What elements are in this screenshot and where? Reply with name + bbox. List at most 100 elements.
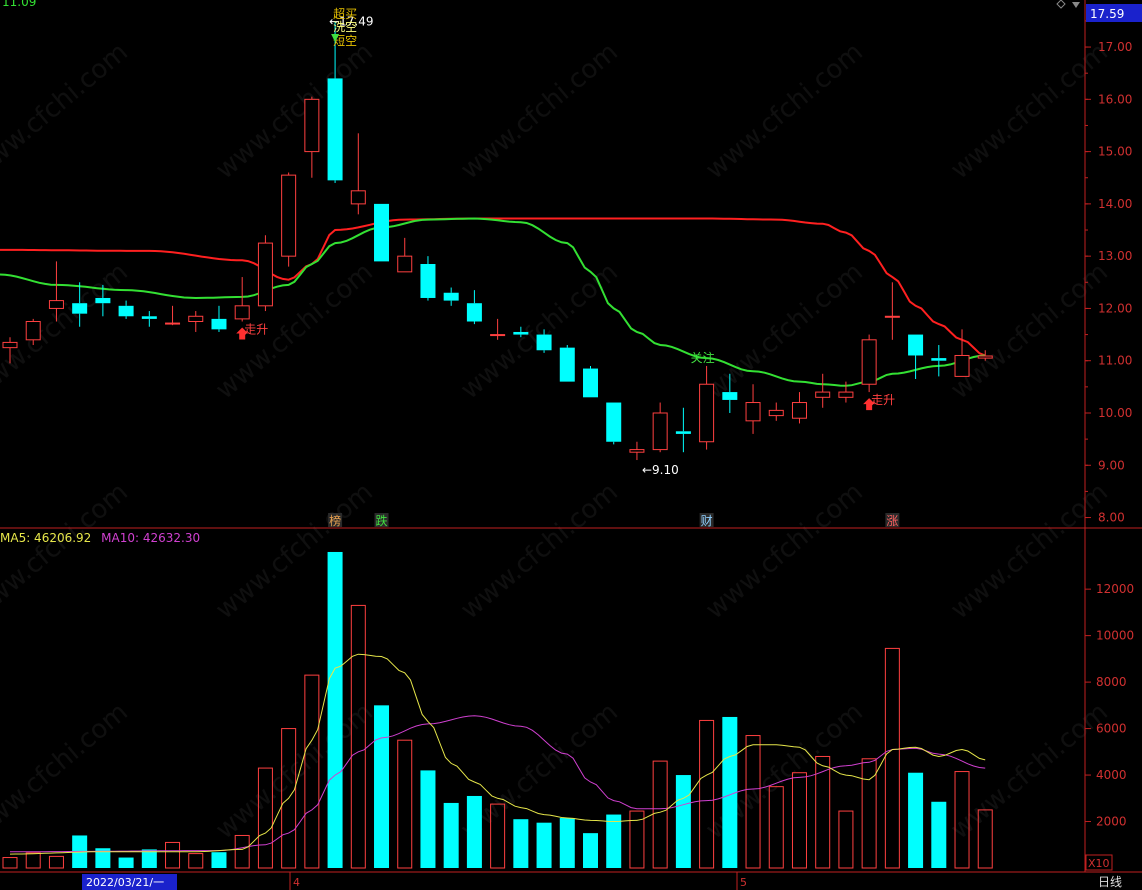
event-markers: 榜跌财涨 <box>328 513 900 528</box>
down-arrow-icon <box>331 34 340 42</box>
volume-tick-label: 12000 <box>1096 582 1134 596</box>
candle-body <box>165 322 181 325</box>
volume-ma5-label: MA5: 46206.92 <box>0 531 91 545</box>
diamond-icon[interactable] <box>1056 0 1066 9</box>
high-price-label: ←17.49 <box>329 14 373 28</box>
watermark-text: www.cfchi.com <box>700 37 869 185</box>
candle <box>838 381 854 403</box>
price-tick-label: 14.00 <box>1098 197 1132 211</box>
volume-tick-label: 2000 <box>1096 815 1127 829</box>
candle-body <box>304 98 320 153</box>
candle-body <box>559 347 575 382</box>
event-marker-box <box>699 513 714 527</box>
price-tick-label: 13.00 <box>1098 249 1132 263</box>
volume-bar <box>559 818 575 868</box>
candle-body <box>25 321 41 341</box>
candle-body <box>629 449 645 453</box>
volume-bar <box>536 822 552 868</box>
ma-red-line <box>0 217 986 357</box>
event-marker-label[interactable]: 榜 <box>329 513 341 528</box>
candle-body <box>95 297 111 304</box>
watermark-text: www.cfchi.com <box>0 37 134 185</box>
watermark-text: www.cfchi.com <box>700 257 869 405</box>
volume-bar <box>25 852 41 869</box>
event-marker-label[interactable]: 跌 <box>376 513 388 528</box>
volume-tick-label: 10000 <box>1096 629 1134 643</box>
period-label[interactable]: 日线 <box>1098 875 1122 889</box>
candle-body <box>2 341 18 349</box>
candle-body <box>327 78 343 181</box>
volume-bar <box>513 819 529 868</box>
volume-bar <box>466 795 482 868</box>
candle-body <box>699 383 715 443</box>
candle <box>652 402 668 453</box>
volume-bar <box>95 848 111 868</box>
candle <box>211 305 227 332</box>
date-label: 2022/03/21/一 <box>86 876 164 889</box>
watermark-text: www.cfchi.com <box>0 477 134 625</box>
signal-tag: 洗空 <box>333 20 357 34</box>
watermark-text: www.cfchi.com <box>210 257 379 405</box>
volume-legend: MA5: 46206.92 MA10: 42632.30 <box>0 531 200 545</box>
volume-bar <box>443 802 459 868</box>
price-tick-label: 12.00 <box>1098 301 1132 315</box>
candle-body <box>257 242 273 307</box>
triangle-down-icon[interactable] <box>1072 2 1080 8</box>
candle-body <box>838 391 854 398</box>
candle <box>954 329 970 377</box>
watermark-text: www.cfchi.com <box>210 697 379 845</box>
ma-green-line <box>0 217 986 387</box>
candle <box>327 21 343 183</box>
candle-body <box>72 303 88 314</box>
volume-bar <box>815 755 831 869</box>
watermark-text: www.cfchi.com <box>455 257 624 405</box>
volume-tick-label: 6000 <box>1096 722 1127 736</box>
price-tick-label: 15.00 <box>1098 145 1132 159</box>
volume-bar <box>188 853 204 869</box>
event-marker-box <box>374 513 389 527</box>
volume-bar <box>141 849 157 868</box>
candle <box>629 441 645 461</box>
volume-bar <box>48 855 64 869</box>
watermark-text: www.cfchi.com <box>0 697 134 845</box>
volume-tick-label: 8000 <box>1096 675 1127 689</box>
candle-body <box>490 334 506 337</box>
candle <box>466 290 482 325</box>
volume-bar <box>931 801 947 868</box>
volume-bar <box>699 719 715 869</box>
candle <box>675 407 691 453</box>
candle <box>281 172 297 267</box>
volume-bar <box>420 770 436 868</box>
candle <box>141 311 157 327</box>
watermark-text: www.cfchi.com <box>210 477 379 625</box>
volume-bar <box>745 735 761 869</box>
candle-body <box>861 339 877 385</box>
price-axis: 17.00 16.00 15.00 14.00 13.00 12.00 11.00 10.00… <box>1085 20 1132 525</box>
signal-up-label: 走升 <box>244 323 268 337</box>
signal-tag: 短空 <box>333 34 357 48</box>
candle <box>931 345 947 377</box>
candle <box>768 402 784 421</box>
candle-body <box>652 412 668 451</box>
volume-bar <box>791 772 807 869</box>
up-arrow-icon <box>236 327 249 340</box>
volume-bar <box>954 771 970 869</box>
candle <box>583 365 598 398</box>
volume-bar <box>722 716 738 868</box>
candle-body <box>513 331 529 335</box>
candle <box>374 203 390 262</box>
watermark-text: www.cfchi.com <box>455 37 624 185</box>
price-tick-label: 11.00 <box>1098 354 1132 368</box>
candle-body <box>722 392 738 400</box>
candle-body <box>350 190 366 205</box>
event-marker-label[interactable]: 涨 <box>886 513 898 528</box>
candle-body <box>768 409 784 417</box>
event-marker-label[interactable]: 财 <box>701 514 713 528</box>
candle <box>861 334 877 393</box>
volume-bar <box>350 604 366 869</box>
watermark-text: www.cfchi.com <box>700 477 869 625</box>
price-tick-label: 10.00 <box>1098 406 1132 420</box>
volume-axis: 12000 10000 8000 6000 4000 2000 <box>1085 582 1134 829</box>
